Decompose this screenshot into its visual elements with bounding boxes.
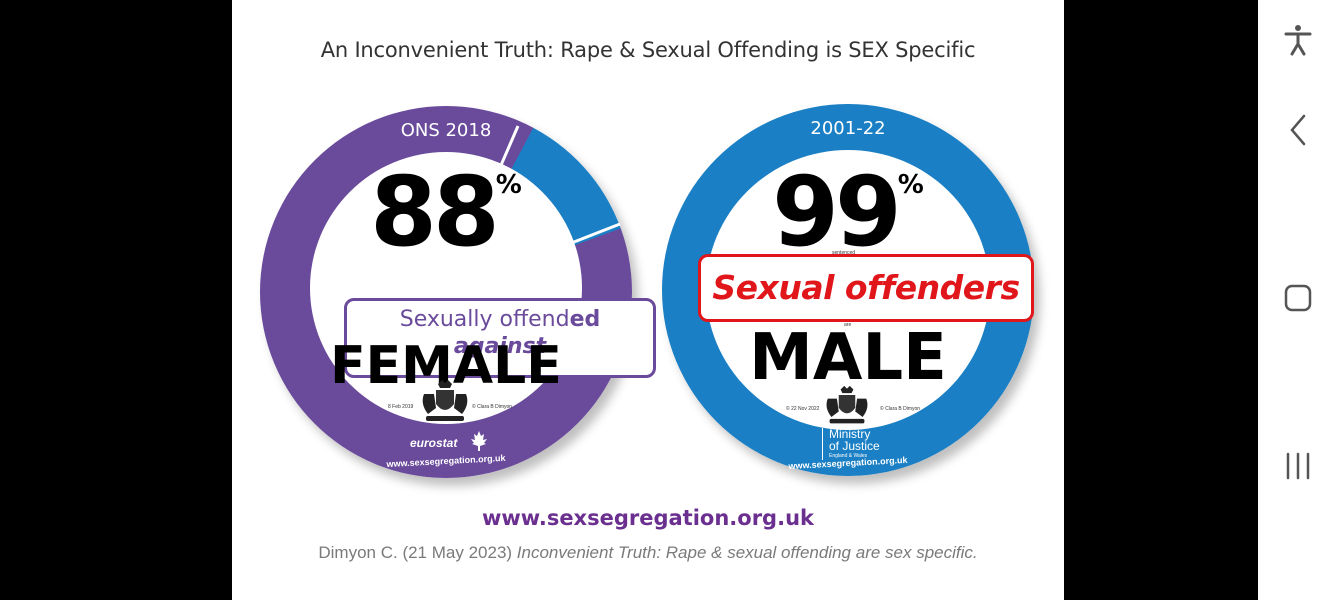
against-label: against	[453, 334, 547, 359]
royal-crest-icon	[422, 380, 468, 421]
ring-label-years: 2001-22	[810, 118, 886, 139]
site-url: www.sexsegregation.org.uk	[481, 506, 814, 530]
percent-99: 99%	[772, 156, 924, 268]
slide-title: An Inconvenient Truth: Rape & Sexual Off…	[320, 38, 976, 62]
maple-leaf-icon	[471, 431, 487, 451]
home-square-icon	[1284, 284, 1312, 312]
tiny-date-left: 8 Feb 2019	[388, 404, 414, 410]
home-button[interactable]	[1280, 280, 1316, 316]
male-badge: 2001-22 99% sentenced Sexual offenders a…	[662, 104, 1034, 476]
back-button[interactable]	[1280, 112, 1316, 148]
eurostat-logo: eurostat	[410, 436, 458, 450]
citation: Dimyon C. (21 May 2023) Inconvenient Tru…	[318, 543, 978, 562]
male-label: MALE	[749, 321, 947, 395]
male-inner: 99% sentenced Sexual offenders are MALE	[698, 150, 1034, 430]
female-inner: 88% Sexually offended against FEMALE	[310, 152, 656, 424]
accessibility-icon	[1284, 25, 1312, 56]
back-chevron-icon	[1290, 114, 1306, 146]
percent-88: 88%	[370, 156, 522, 268]
accessibility-button[interactable]	[1280, 22, 1316, 58]
sentenced-label: sentenced	[832, 250, 856, 256]
tiny-date-right: © 22 Nov 2022	[786, 406, 820, 412]
offended-label: Sexually offend	[399, 307, 570, 332]
tiny-copy-left: © Clara B Dimyon	[472, 404, 513, 410]
ring-label-ons: ONS 2018	[400, 120, 492, 141]
tiny-copy-right: © Clara B Dimyon	[880, 406, 921, 412]
recent-apps-icon	[1286, 452, 1310, 480]
offended-suffix: ed	[569, 307, 601, 332]
royal-crest-icon	[826, 385, 868, 424]
sexual-offenders-box: Sexual offenders	[698, 254, 1034, 322]
female-badge: ONS 2018 88% Sexually offended against F…	[260, 106, 656, 478]
ministry-of-justice-logo: Ministry of Justice England & Wales	[822, 428, 880, 460]
system-navigation-bar	[1258, 0, 1338, 600]
recent-apps-button[interactable]	[1280, 448, 1316, 484]
slide: An Inconvenient Truth: Rape & Sexual Off…	[232, 0, 1064, 600]
offended-against-box: Sexually offended against	[344, 298, 656, 378]
are-label: are	[844, 322, 852, 328]
